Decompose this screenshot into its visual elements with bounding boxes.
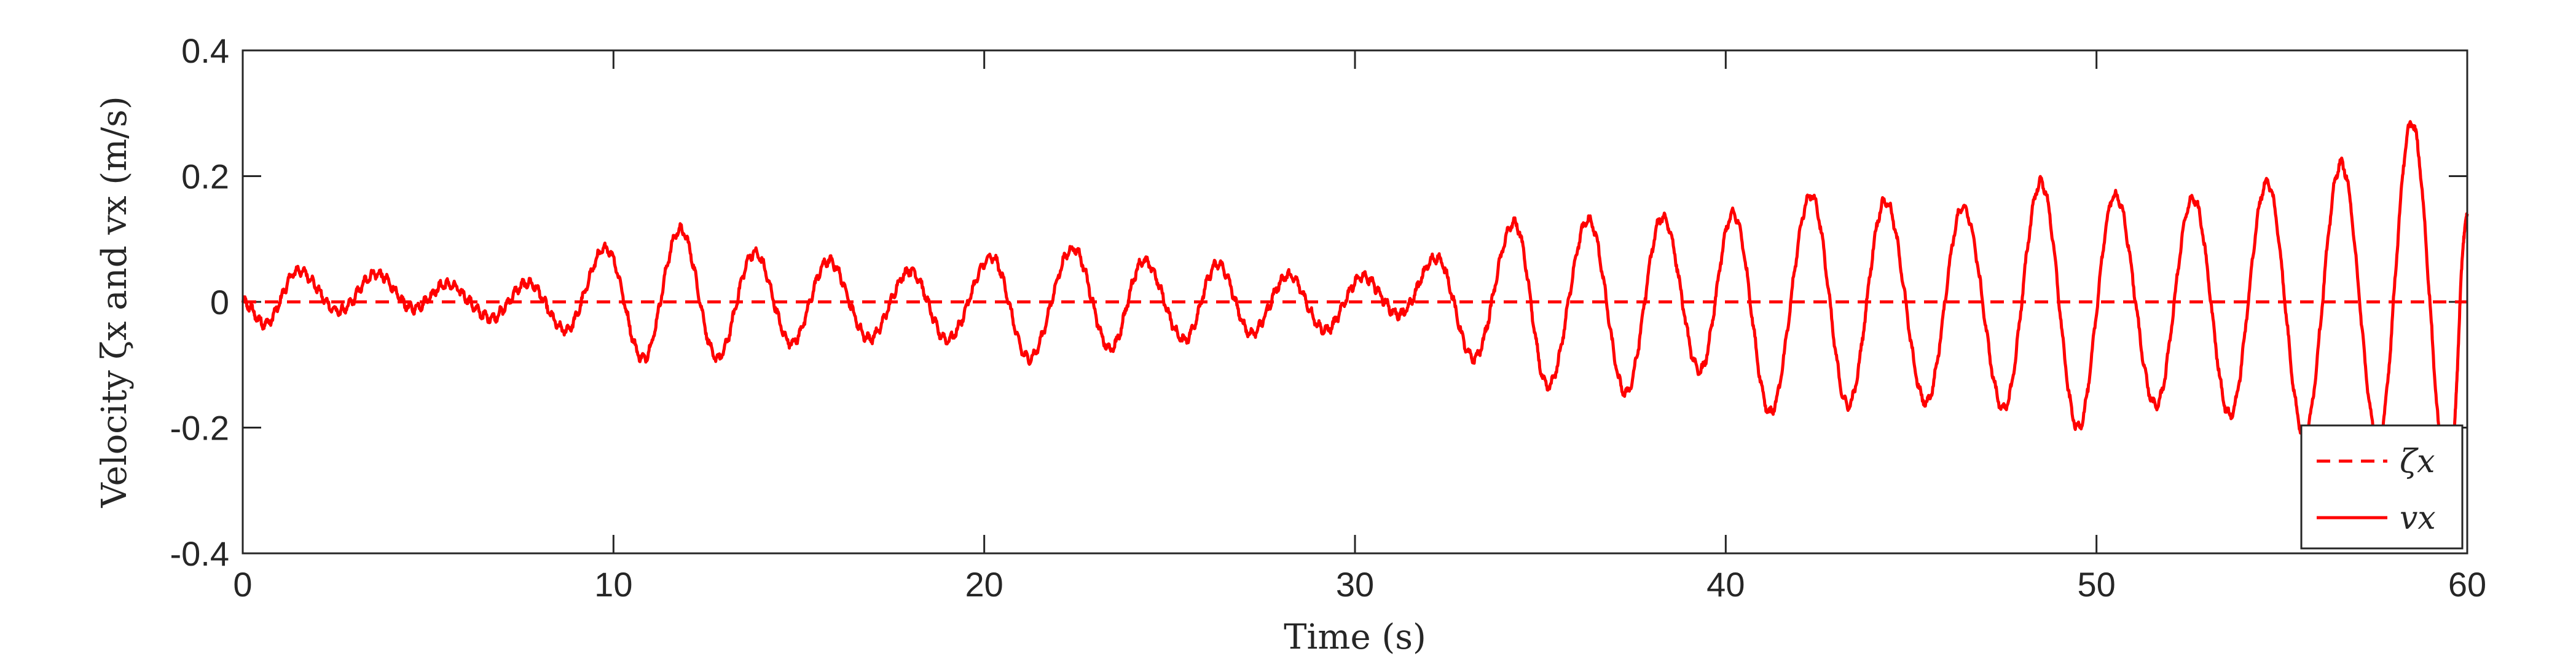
x-tick-label: 40	[1706, 565, 1745, 604]
series-line-vx	[241, 120, 2469, 496]
legend-label-zeta: ζx	[2400, 443, 2435, 480]
series-layer	[241, 120, 2469, 496]
axes-box	[242, 49, 2468, 555]
x-tick-label: 30	[1336, 565, 1374, 604]
x-tick-label: 10	[594, 565, 632, 604]
x-tick-label: 20	[965, 565, 1003, 604]
legend: ζx vx	[2300, 424, 2464, 550]
y-axis-label: Velocity ζx and vx (m/s)	[95, 96, 135, 508]
x-axis: 0 10 20 30 40 50 60	[233, 50, 2486, 604]
x-tick-label: 60	[2448, 565, 2486, 604]
legend-box	[2300, 424, 2464, 550]
y-tick-label: -0.2	[170, 409, 230, 448]
y-tick-label: 0.4	[181, 31, 229, 70]
y-axis: -0.4 -0.2 0 0.2 0.4	[170, 31, 2467, 573]
y-tick-label: -0.4	[170, 534, 230, 573]
x-tick-label: 50	[2078, 565, 2116, 604]
y-tick-label: 0	[210, 283, 229, 322]
legend-label-vx: vx	[2400, 500, 2436, 537]
y-tick-label: 0.2	[181, 157, 229, 196]
x-tick-label: 0	[233, 565, 252, 604]
x-axis-label: Time (s)	[1284, 617, 1426, 657]
